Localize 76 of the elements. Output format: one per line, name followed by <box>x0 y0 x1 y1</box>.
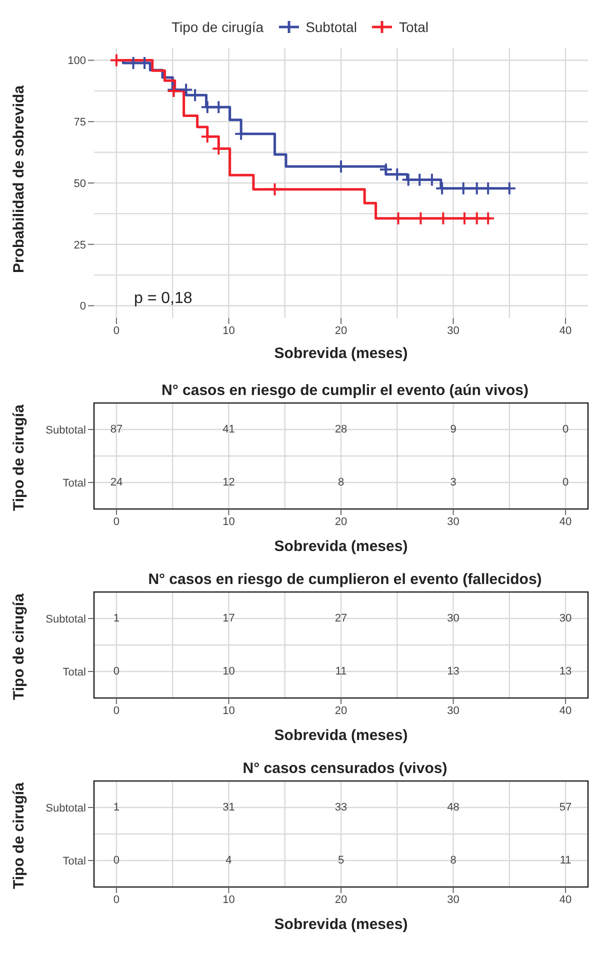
data-label: 11 <box>560 854 572 866</box>
x-tick-label: 30 <box>447 324 460 337</box>
y-tick-label: Total <box>62 477 86 490</box>
data-label: 33 <box>334 802 348 814</box>
x-tick-label: 40 <box>559 516 572 528</box>
x-axis-title: Sobrevida (meses) <box>274 916 408 933</box>
x-tick-label: 0 <box>113 894 120 906</box>
data-label: 0 <box>562 424 569 436</box>
data-label: 13 <box>447 666 460 678</box>
data-label: 13 <box>559 666 572 678</box>
data-label: 4 <box>226 854 232 866</box>
y-tick-label: Total <box>62 855 86 868</box>
y-axis-title: Tipo de cirugía <box>10 592 28 700</box>
y-tick-label: Subtotal <box>46 424 86 436</box>
data-label: 57 <box>559 802 572 814</box>
x-tick-label: 30 <box>447 704 460 717</box>
x-tick-label: 30 <box>447 894 460 906</box>
x-axis-title: Sobrevida (meses) <box>274 345 408 362</box>
x-tick-label: 40 <box>559 894 572 906</box>
x-tick-label: 30 <box>447 516 460 528</box>
y-axis-title: Tipo de cirugía <box>10 782 28 889</box>
x-tick-label: 10 <box>222 894 235 906</box>
y-tick-label: Subtotal <box>46 802 86 814</box>
data-label: 5 <box>338 854 344 866</box>
data-label: 11 <box>335 666 347 678</box>
y-axis-title: Tipo de cirugía <box>10 404 28 511</box>
data-label: 48 <box>447 802 460 814</box>
y-tick-label: Total <box>62 666 86 678</box>
data-label: 31 <box>222 802 235 814</box>
legend-title: Tipo de cirugía <box>171 19 264 35</box>
y-tick-label: 100 <box>68 55 86 68</box>
y-tick-label: 25 <box>74 239 86 252</box>
x-tick-label: 0 <box>113 516 120 528</box>
data-label: 12 <box>222 476 235 488</box>
y-tick-label: 50 <box>74 178 86 190</box>
chart-title: N° casos en riesgo de cumplieron el evento (fallecidos) <box>147 571 543 588</box>
y-tick-label: Subtotal <box>46 613 86 626</box>
data-label: 1 <box>113 802 120 814</box>
data-label: 0 <box>113 666 120 678</box>
x-tick-label: 10 <box>222 516 235 528</box>
data-label: 17 <box>222 612 235 624</box>
x-tick-label: 20 <box>334 894 348 906</box>
y-axis-title: Probabilidad de sobrevida <box>10 84 28 273</box>
x-tick-label: 0 <box>113 324 120 337</box>
x-tick-label: 20 <box>334 516 348 528</box>
data-label: 41 <box>222 424 235 436</box>
y-tick-label: 0 <box>80 300 86 313</box>
data-label: 10 <box>222 666 235 678</box>
legend-label: Total <box>398 19 429 35</box>
x-axis-title: Sobrevida (meses) <box>274 538 408 555</box>
x-tick-label: 10 <box>222 704 235 717</box>
data-label: 24 <box>110 476 123 488</box>
x-tick-label: 40 <box>559 704 572 717</box>
y-tick-label: 75 <box>74 116 86 129</box>
legend-label: Subtotal <box>306 19 357 35</box>
data-label: 0 <box>562 476 569 488</box>
x-tick-label: 10 <box>222 324 235 337</box>
x-tick-label: 20 <box>334 704 348 717</box>
data-label: 87 <box>110 424 123 436</box>
x-axis-title: Sobrevida (meses) <box>274 727 408 744</box>
data-label: 30 <box>447 612 460 624</box>
data-label: 1 <box>113 612 120 624</box>
x-tick-label: 20 <box>334 324 348 337</box>
data-label: 28 <box>334 424 348 436</box>
chart-title: N° casos en riesgo de cumplir el evento (aún vivos) <box>160 382 530 399</box>
data-label: 8 <box>338 476 344 488</box>
x-tick-label: 0 <box>113 704 120 717</box>
annotation: p = 0,18 <box>134 290 192 308</box>
data-label: 0 <box>113 854 120 866</box>
data-label: 8 <box>450 854 456 866</box>
data-label: 30 <box>559 612 572 624</box>
data-label: 27 <box>334 612 348 624</box>
chart-title: N° casos censurados (vivos) <box>242 760 448 777</box>
data-label: 9 <box>450 424 456 436</box>
x-tick-label: 40 <box>559 324 572 337</box>
data-label: 3 <box>450 476 456 488</box>
